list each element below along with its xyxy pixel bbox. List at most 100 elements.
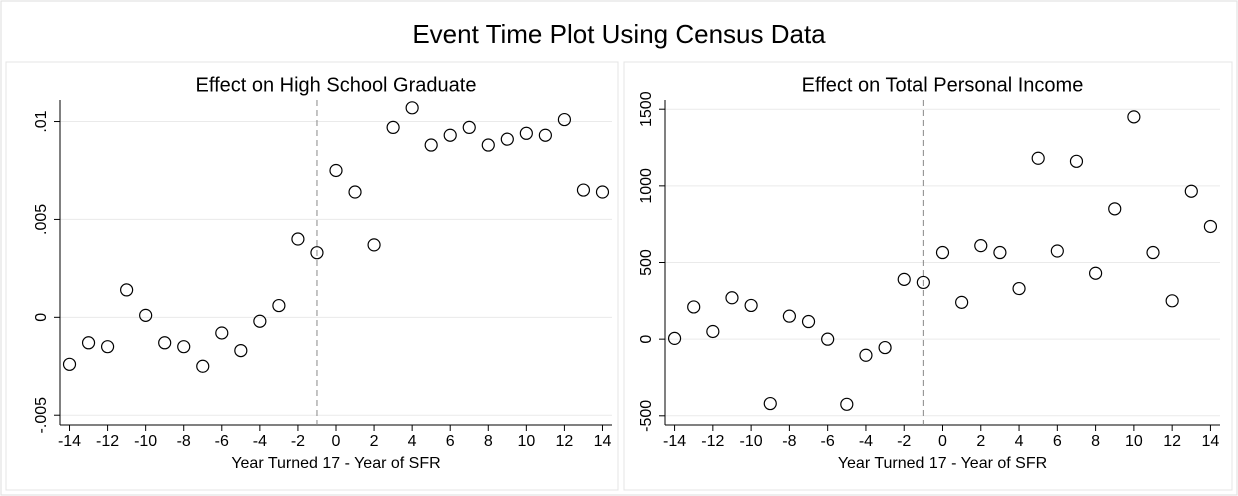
x-tick-label: 8	[484, 433, 493, 450]
point	[1089, 266, 1103, 280]
point	[158, 336, 172, 350]
x-axis-label: Year Turned 17 - Year of SFR	[838, 455, 1047, 472]
point	[329, 163, 343, 178]
point	[1127, 110, 1141, 124]
point	[500, 132, 514, 146]
x-tick-label: -14	[58, 433, 81, 450]
x-tick-label: 0	[332, 433, 341, 450]
point	[367, 238, 381, 252]
y-tick-label: 500	[638, 249, 655, 276]
panel	[5, 61, 619, 491]
point	[725, 291, 739, 305]
point	[348, 185, 362, 199]
point	[481, 138, 495, 152]
point	[424, 138, 438, 152]
y-tick-label: .01	[33, 110, 50, 132]
panel	[623, 61, 1233, 491]
point	[859, 348, 873, 362]
x-tick-label: 14	[594, 433, 612, 450]
y-tick-label: -500	[638, 400, 655, 432]
x-tick-label: 12	[556, 433, 574, 450]
point	[120, 283, 134, 297]
point	[291, 232, 305, 246]
point	[935, 245, 950, 260]
point	[706, 324, 720, 339]
x-tick-label: -14	[663, 433, 686, 450]
point	[840, 397, 854, 411]
x-tick-label: -10	[740, 433, 763, 450]
point	[878, 340, 892, 355]
point	[405, 101, 419, 115]
point	[462, 120, 476, 135]
point	[81, 336, 96, 350]
point	[1012, 281, 1026, 296]
x-tick-label: -12	[96, 433, 119, 450]
point	[1108, 202, 1122, 216]
point	[215, 326, 229, 340]
figure-title: Event Time Plot Using Census Data	[412, 19, 826, 49]
point	[801, 314, 816, 329]
x-tick-label: -4	[253, 433, 267, 450]
x-tick-label: -8	[177, 433, 191, 450]
y-tick-label: 1500	[638, 91, 655, 127]
point	[993, 245, 1007, 260]
point	[310, 246, 324, 260]
point	[667, 331, 682, 345]
point	[100, 340, 115, 354]
x-tick-label: -6	[821, 433, 835, 450]
point	[519, 126, 533, 140]
point	[272, 298, 286, 313]
point	[62, 357, 77, 371]
x-tick-label: -12	[701, 433, 724, 450]
point	[443, 128, 457, 142]
point	[955, 295, 969, 309]
y-tick-label: 1000	[638, 168, 655, 204]
point	[744, 298, 758, 313]
point	[1184, 184, 1198, 198]
point	[763, 396, 777, 411]
y-tick-label: .005	[33, 204, 50, 235]
x-tick-label: 14	[1202, 433, 1220, 450]
x-tick-label: -8	[782, 433, 796, 450]
point	[196, 359, 210, 373]
x-tick-label: 0	[938, 433, 947, 450]
point	[386, 120, 400, 135]
point	[557, 112, 572, 127]
point	[916, 275, 930, 290]
x-tick-label: 2	[370, 433, 379, 450]
x-tick-label: 4	[1015, 433, 1024, 450]
x-tick-label: 6	[446, 433, 455, 450]
point	[1146, 245, 1160, 260]
x-tick-label: 12	[1163, 433, 1181, 450]
point	[576, 183, 591, 197]
x-tick-label: 6	[1053, 433, 1062, 450]
y-tick-label: -.005	[33, 397, 50, 434]
point	[897, 272, 911, 286]
x-tick-label: 2	[976, 433, 985, 450]
point	[1069, 154, 1084, 168]
point	[974, 239, 988, 253]
point	[687, 300, 701, 314]
x-tick-label: 4	[408, 433, 417, 450]
point	[538, 128, 552, 142]
point	[253, 314, 267, 328]
point	[782, 309, 796, 323]
x-tick-label: 10	[517, 433, 535, 450]
x-tick-label: -10	[134, 433, 157, 450]
x-tick-label: -4	[859, 433, 873, 450]
point	[1165, 294, 1179, 308]
panel-title: Effect on Total Personal Income	[802, 74, 1084, 96]
x-tick-label: 8	[1091, 433, 1100, 450]
x-tick-label: 10	[1125, 433, 1143, 450]
x-tick-label: -2	[291, 433, 305, 450]
point	[1050, 244, 1064, 258]
panel-title: Effect on High School Graduate	[196, 74, 477, 96]
point	[821, 332, 835, 346]
point	[177, 340, 191, 354]
x-axis-label: Year Turned 17 - Year of SFR	[231, 455, 440, 472]
x-tick-label: -6	[215, 433, 229, 450]
point	[1203, 219, 1218, 234]
y-tick-label: 0	[638, 335, 655, 344]
point	[139, 308, 153, 322]
